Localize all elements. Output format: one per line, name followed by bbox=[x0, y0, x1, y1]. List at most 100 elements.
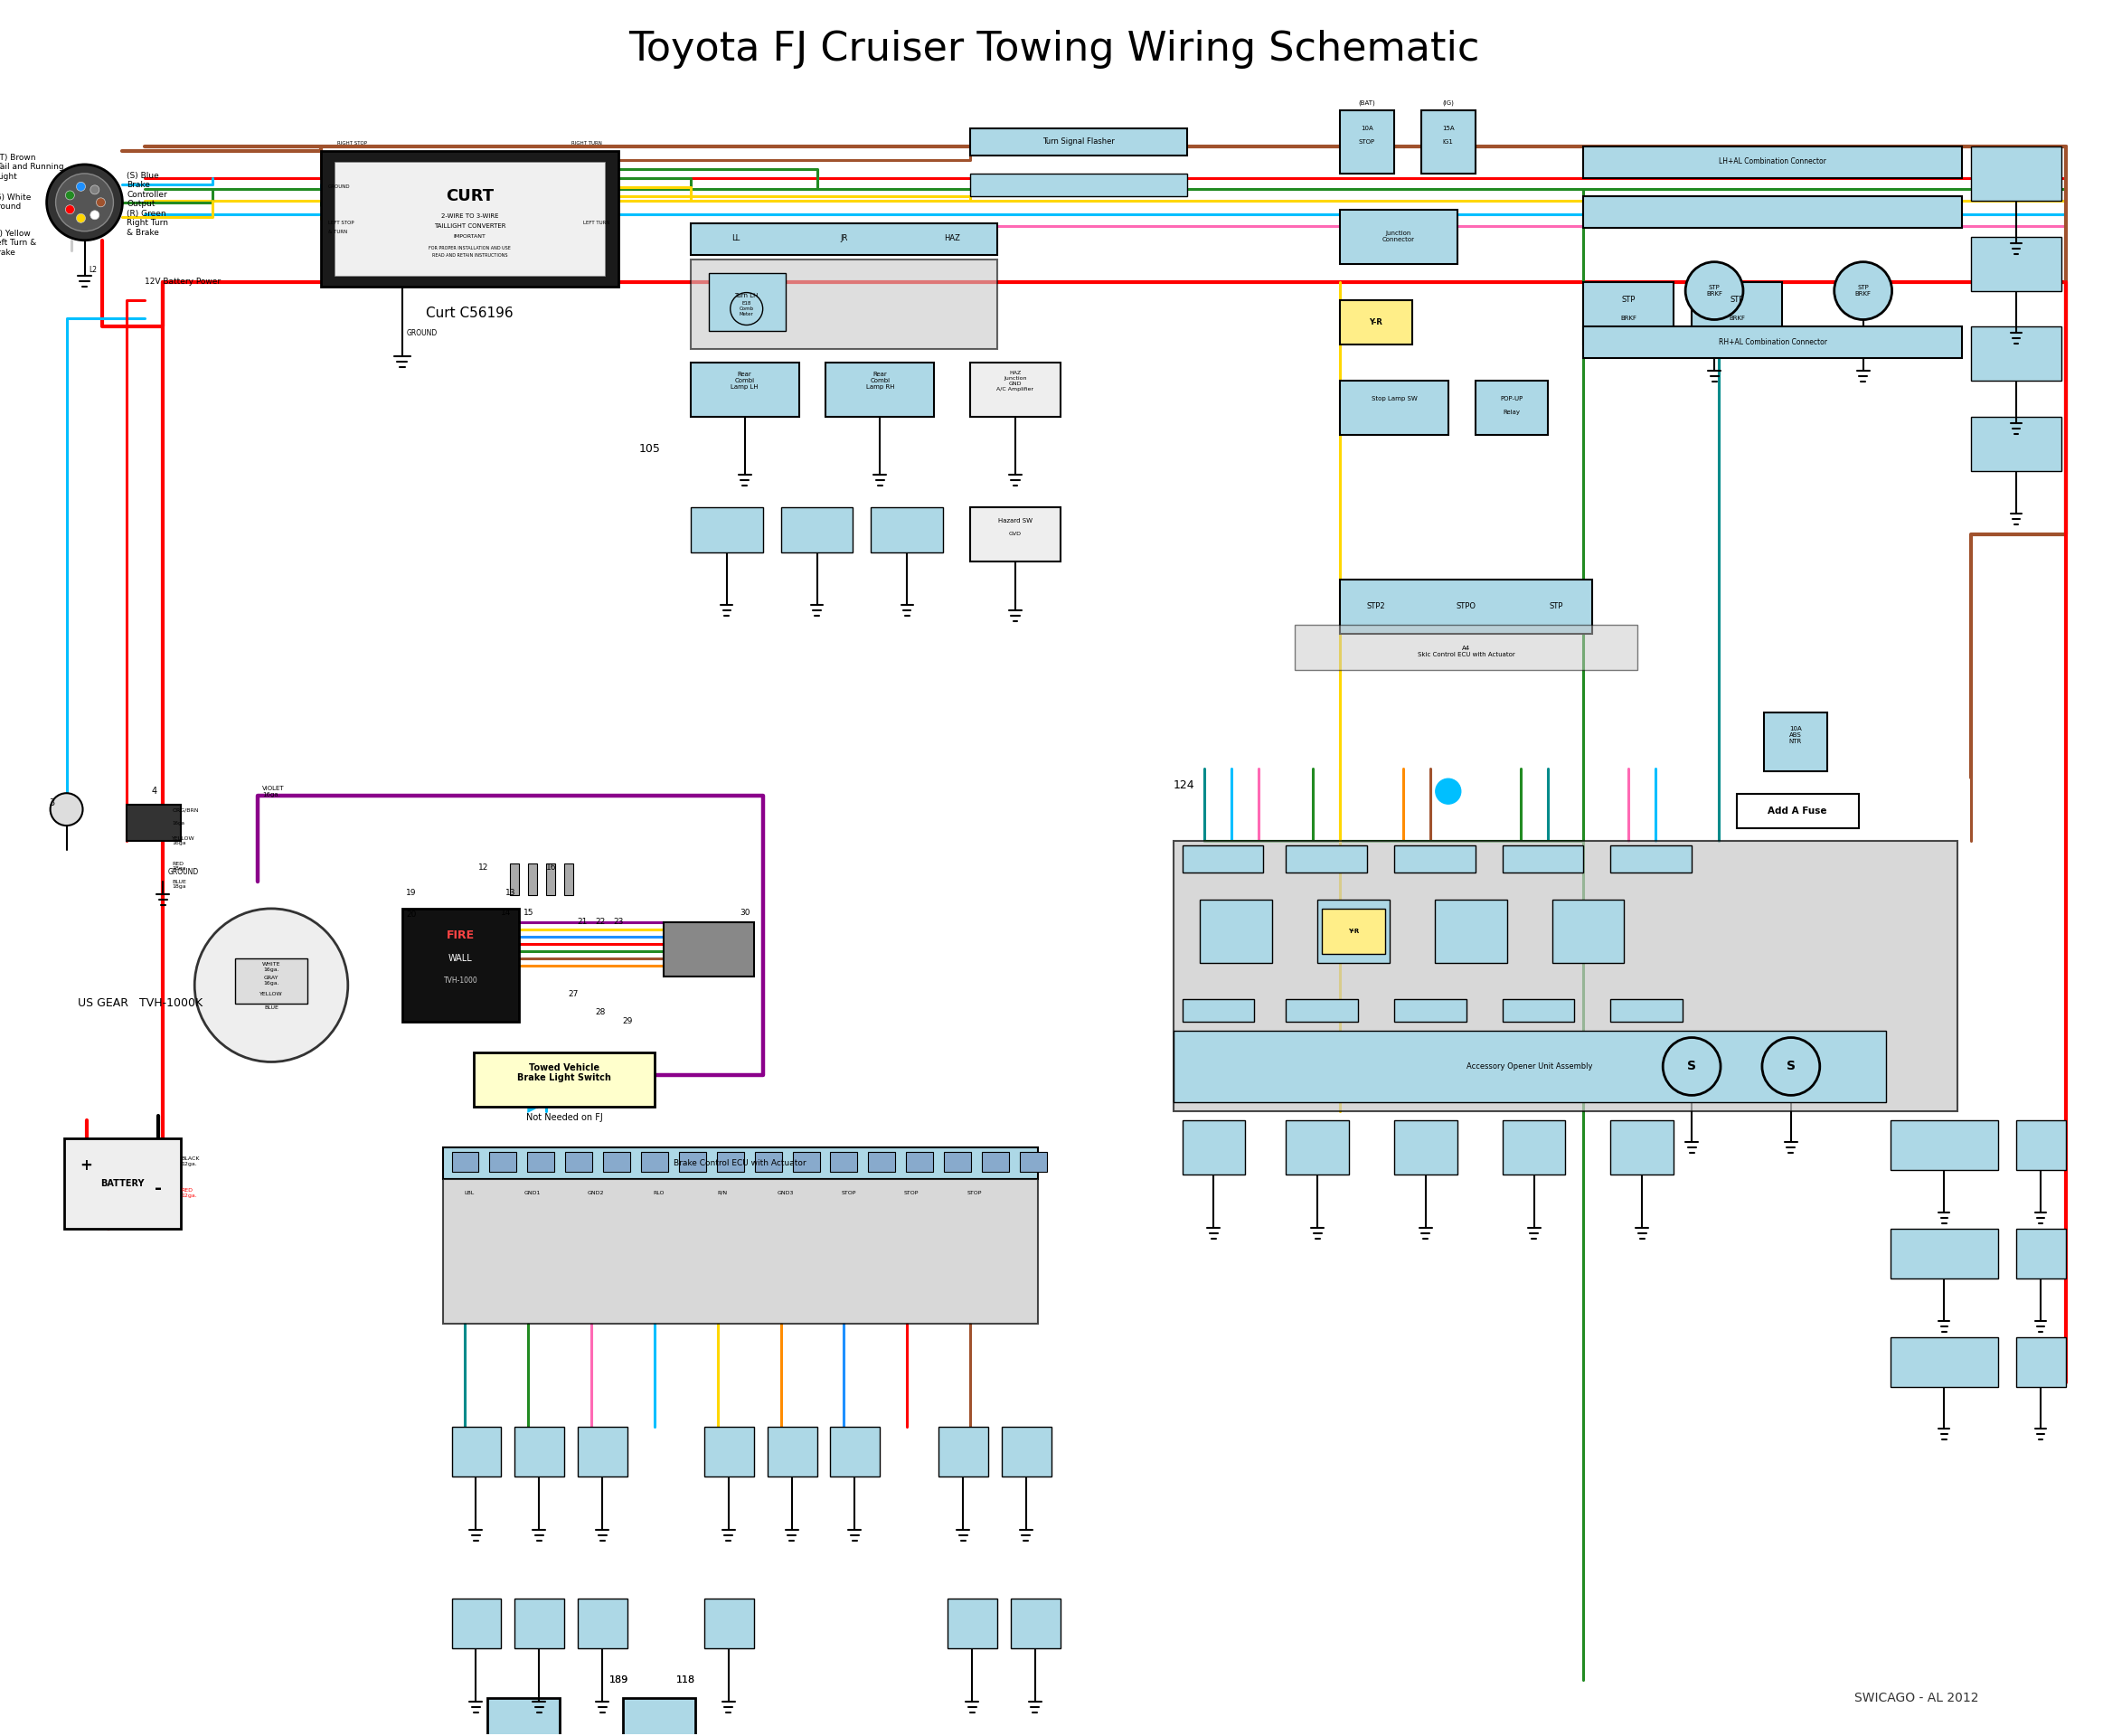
Text: Y-R: Y-R bbox=[1369, 318, 1384, 326]
Bar bbox=[1502, 845, 1584, 873]
Bar bbox=[1502, 998, 1575, 1021]
Text: BLUE: BLUE bbox=[265, 1005, 278, 1010]
Bar bbox=[1422, 111, 1476, 174]
Text: 19: 19 bbox=[406, 889, 416, 898]
Bar bbox=[1394, 1120, 1457, 1175]
Text: STP: STP bbox=[1550, 602, 1563, 611]
Bar bbox=[1476, 380, 1548, 436]
Bar bbox=[547, 863, 555, 896]
Bar bbox=[1394, 845, 1476, 873]
Text: GROUND: GROUND bbox=[406, 330, 437, 337]
Bar bbox=[236, 958, 307, 1003]
Text: 2-WIRE TO 3-WIRE: 2-WIRE TO 3-WIRE bbox=[442, 214, 498, 219]
Text: BLUE
18ga: BLUE 18ga bbox=[172, 880, 187, 889]
Bar bbox=[1285, 1120, 1348, 1175]
Circle shape bbox=[65, 191, 74, 200]
Bar bbox=[1891, 1120, 1998, 1170]
Text: STP: STP bbox=[1731, 295, 1743, 304]
Bar bbox=[442, 1147, 1039, 1179]
Bar bbox=[1764, 713, 1828, 771]
Bar bbox=[679, 1153, 707, 1172]
Bar bbox=[334, 161, 606, 276]
Bar bbox=[1971, 417, 2061, 470]
Bar bbox=[1340, 111, 1394, 174]
Bar bbox=[1182, 845, 1264, 873]
Text: Accessory Opener Unit Assembly: Accessory Opener Unit Assembly bbox=[1466, 1062, 1592, 1071]
Text: Rear
Combi
Lamp LH: Rear Combi Lamp LH bbox=[732, 372, 759, 391]
Text: RIGHT STOP: RIGHT STOP bbox=[336, 141, 368, 146]
Text: (T) Brown
Tail and Running
Light: (T) Brown Tail and Running Light bbox=[0, 155, 63, 181]
Bar bbox=[1584, 196, 1962, 227]
Bar bbox=[1584, 326, 1962, 358]
Text: GVD: GVD bbox=[1009, 531, 1022, 536]
Text: Towed Vehicle
Brake Light Switch: Towed Vehicle Brake Light Switch bbox=[517, 1062, 612, 1083]
Bar bbox=[566, 1153, 593, 1172]
Bar bbox=[1737, 793, 1859, 828]
Text: WALL: WALL bbox=[448, 953, 473, 963]
Text: TAILLIGHT CONVERTER: TAILLIGHT CONVERTER bbox=[433, 224, 505, 229]
Text: S: S bbox=[1785, 1061, 1796, 1073]
Text: RH+AL Combination Connector: RH+AL Combination Connector bbox=[1718, 339, 1828, 345]
Bar bbox=[690, 224, 997, 255]
Text: LBL: LBL bbox=[465, 1191, 475, 1194]
Text: 16: 16 bbox=[545, 865, 555, 871]
Bar bbox=[793, 1153, 820, 1172]
Text: 12V Battery Power: 12V Battery Power bbox=[145, 278, 221, 286]
Text: +: + bbox=[80, 1158, 93, 1174]
Bar bbox=[528, 1153, 555, 1172]
Bar bbox=[641, 1153, 669, 1172]
Bar bbox=[1182, 998, 1253, 1021]
Circle shape bbox=[1685, 262, 1743, 319]
Text: (L) Yellow
Left Turn &
Brake: (L) Yellow Left Turn & Brake bbox=[0, 229, 36, 257]
Bar bbox=[938, 1427, 988, 1477]
Text: 28: 28 bbox=[595, 1009, 606, 1016]
Text: YELLOW: YELLOW bbox=[259, 991, 282, 996]
Text: STPO: STPO bbox=[1455, 602, 1476, 611]
Text: Add A Fuse: Add A Fuse bbox=[1769, 807, 1828, 816]
Text: GRAY
16ga.: GRAY 16ga. bbox=[263, 976, 280, 986]
Text: Turn Signal Flasher: Turn Signal Flasher bbox=[1043, 137, 1115, 146]
Bar bbox=[665, 922, 753, 976]
Bar bbox=[780, 507, 854, 552]
Text: LEFT TURN: LEFT TURN bbox=[583, 220, 610, 226]
Bar bbox=[969, 128, 1186, 156]
Bar bbox=[1340, 300, 1411, 345]
Bar bbox=[2017, 1337, 2065, 1387]
Text: BRKF: BRKF bbox=[1729, 316, 1745, 321]
Text: 22: 22 bbox=[595, 918, 606, 927]
Text: SWICAGO - AL 2012: SWICAGO - AL 2012 bbox=[1855, 1691, 1979, 1705]
Text: TVH-1000: TVH-1000 bbox=[444, 977, 477, 984]
Text: RED
12ga.: RED 12ga. bbox=[181, 1187, 198, 1198]
Text: READ AND RETAIN INSTRUCTIONS: READ AND RETAIN INSTRUCTIONS bbox=[431, 253, 507, 259]
Bar bbox=[452, 1153, 479, 1172]
Circle shape bbox=[730, 293, 763, 325]
Bar bbox=[578, 1427, 627, 1477]
Circle shape bbox=[196, 908, 347, 1062]
Text: (G) White
Ground: (G) White Ground bbox=[0, 193, 32, 210]
Text: IMPORTANT: IMPORTANT bbox=[454, 234, 486, 240]
Bar bbox=[1012, 1599, 1060, 1647]
Text: HAZ: HAZ bbox=[944, 234, 961, 243]
Bar bbox=[705, 1427, 753, 1477]
Bar bbox=[826, 363, 934, 417]
Bar bbox=[1891, 1337, 1998, 1387]
Text: 15: 15 bbox=[524, 910, 534, 917]
Text: LH+AL Combination Connector: LH+AL Combination Connector bbox=[1718, 158, 1828, 167]
Text: GROUND: GROUND bbox=[328, 184, 351, 189]
Text: & TURN: & TURN bbox=[328, 229, 347, 234]
Bar bbox=[1584, 146, 1962, 179]
Text: R/N: R/N bbox=[717, 1191, 728, 1194]
Bar bbox=[604, 1153, 631, 1172]
Bar bbox=[1173, 840, 1958, 1111]
Text: (R) Green
Right Turn
& Brake: (R) Green Right Turn & Brake bbox=[126, 210, 168, 236]
Circle shape bbox=[1436, 779, 1462, 804]
Text: Junction
Connector: Junction Connector bbox=[1382, 231, 1415, 243]
Bar bbox=[1182, 1120, 1245, 1175]
Text: US GEAR   TVH-1000K: US GEAR TVH-1000K bbox=[78, 998, 202, 1009]
Text: GND3: GND3 bbox=[776, 1191, 793, 1194]
Bar bbox=[473, 1054, 654, 1108]
Text: E18
Comb
Meter: E18 Comb Meter bbox=[740, 302, 753, 316]
Bar bbox=[442, 1179, 1039, 1323]
Text: RIGHT TURN: RIGHT TURN bbox=[572, 141, 601, 146]
Bar bbox=[511, 863, 519, 896]
